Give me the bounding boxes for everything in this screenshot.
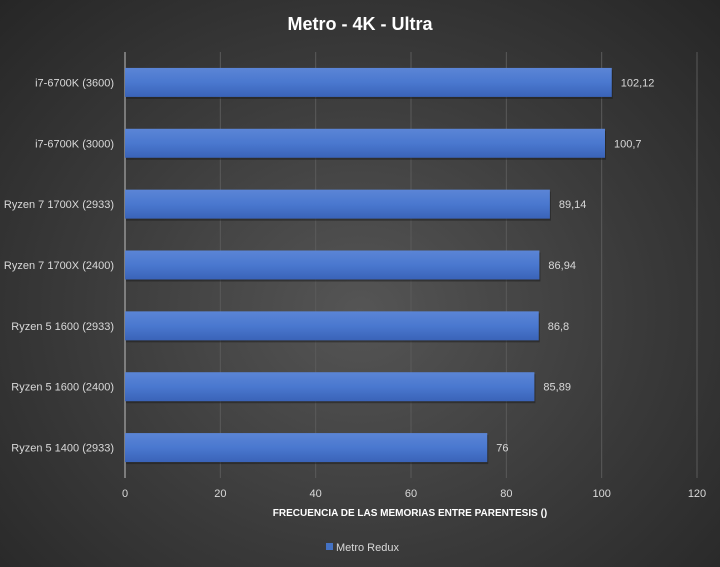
bar bbox=[125, 189, 550, 219]
data-label: 100,7 bbox=[614, 138, 642, 150]
y-tick-label: Ryzen 5 1600 (2933) bbox=[11, 321, 114, 333]
bar bbox=[125, 311, 539, 341]
legend-swatch bbox=[326, 543, 333, 550]
bar bbox=[125, 128, 606, 158]
y-tick-label: i7-6700K (3600) bbox=[35, 77, 114, 89]
bar bbox=[125, 250, 540, 280]
data-label: 85,89 bbox=[543, 382, 571, 394]
data-label: 89,14 bbox=[559, 199, 587, 211]
x-tick-label: 20 bbox=[214, 488, 226, 500]
x-tick-label: 40 bbox=[310, 488, 322, 500]
bar bbox=[125, 372, 535, 402]
x-axis-label: FRECUENCIA DE LAS MEMORIAS ENTRE PARENTE… bbox=[273, 508, 547, 519]
chart-title: Metro - 4K - Ultra bbox=[287, 14, 433, 34]
x-tick-label: 80 bbox=[500, 488, 512, 500]
x-tick-label: 100 bbox=[592, 488, 610, 500]
data-label: 86,94 bbox=[548, 260, 576, 272]
x-tick-label: 60 bbox=[405, 488, 417, 500]
bar bbox=[125, 433, 488, 463]
y-tick-label: Ryzen 7 1700X (2400) bbox=[4, 260, 114, 272]
y-tick-label: Ryzen 5 1400 (2933) bbox=[11, 443, 114, 455]
bar bbox=[125, 67, 612, 97]
y-tick-label: Ryzen 7 1700X (2933) bbox=[4, 199, 114, 211]
x-tick-label: 0 bbox=[122, 488, 128, 500]
x-tick-label: 120 bbox=[688, 488, 706, 500]
data-label: 102,12 bbox=[621, 77, 655, 89]
data-label: 86,8 bbox=[548, 321, 569, 333]
y-tick-label: i7-6700K (3000) bbox=[35, 138, 114, 150]
y-tick-label: Ryzen 5 1600 (2400) bbox=[11, 382, 114, 394]
legend-label: Metro Redux bbox=[336, 542, 399, 554]
data-label: 76 bbox=[496, 443, 508, 455]
